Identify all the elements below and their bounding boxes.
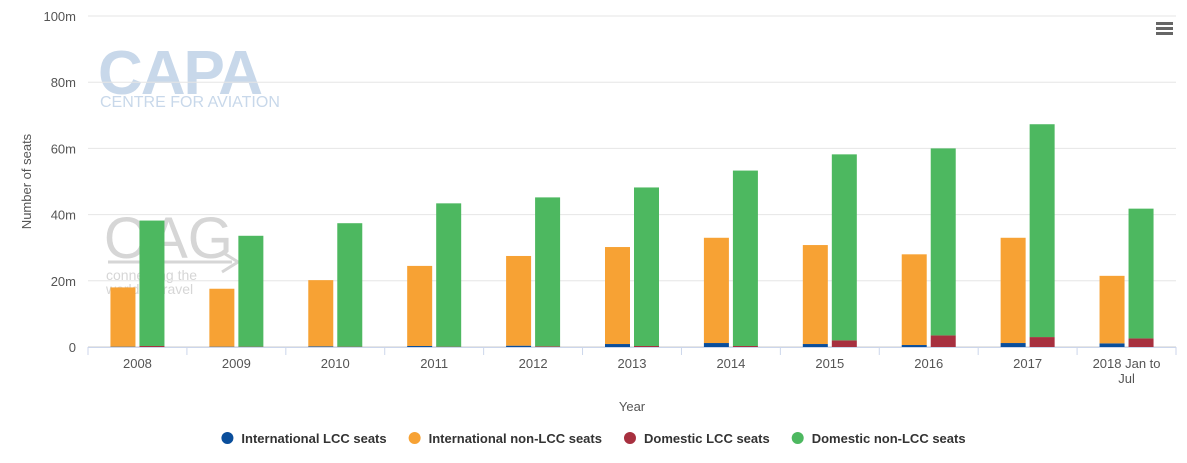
oag-logo-watermark: OAG — [104, 206, 233, 271]
bars — [110, 124, 1154, 347]
bar-domestic-lcc-seats-2016[interactable] — [930, 335, 956, 347]
bar-domestic-non-lcc-seats-2009[interactable] — [238, 235, 264, 347]
bar-international-lcc-seats-2011[interactable] — [407, 346, 433, 347]
bar-international-non-lcc-seats-2018-jan-to-jul[interactable] — [1099, 275, 1125, 344]
legend-label: Domestic LCC seats — [644, 431, 770, 446]
legend-marker — [221, 432, 234, 444]
legend: International LCC seats International non… — [221, 431, 966, 446]
y-tick-label: 100m — [43, 9, 76, 24]
legend-marker — [791, 432, 804, 444]
bar-domestic-non-lcc-seats-2012[interactable] — [535, 197, 561, 347]
bar-domestic-non-lcc-seats-2013[interactable] — [634, 187, 659, 347]
x-tick-label: Jul — [1118, 371, 1135, 386]
bar-international-non-lcc-seats-2015[interactable] — [802, 245, 828, 345]
bar-international-non-lcc-seats-2010[interactable] — [308, 280, 334, 347]
bar-domestic-non-lcc-seats-2015[interactable] — [831, 154, 857, 341]
bar-international-lcc-seats-2016[interactable] — [901, 345, 927, 347]
y-tick-label: 60m — [51, 141, 76, 156]
y-tick-label: 0 — [69, 340, 76, 355]
hamburger-menu-icon-bar-3[interactable] — [1156, 32, 1173, 35]
bar-international-lcc-seats-2013[interactable] — [605, 344, 630, 347]
legend-item-international-lcc-seats[interactable]: International LCC seats — [221, 431, 387, 446]
y-axis-title: Number of seats — [19, 133, 34, 229]
x-tick-label: 2008 — [123, 356, 152, 371]
capa-logo-watermark: CAPA — [98, 39, 262, 108]
bar-domestic-non-lcc-seats-2011[interactable] — [436, 203, 462, 347]
y-tick-label: 40m — [51, 208, 76, 223]
legend-item-domestic-lcc-seats[interactable]: Domestic LCC seats — [623, 431, 770, 446]
bar-domestic-lcc-seats-2015[interactable] — [831, 340, 857, 347]
bar-international-non-lcc-seats-2016[interactable] — [901, 254, 927, 346]
bar-domestic-lcc-seats-2008[interactable] — [139, 346, 165, 347]
x-tick-label: 2013 — [618, 356, 647, 371]
legend-label: Domestic non-LCC seats — [812, 431, 966, 446]
y-tick-label: 80m — [51, 75, 76, 90]
bar-domestic-lcc-seats-2018-jan-to-jul[interactable] — [1128, 338, 1154, 347]
bar-international-lcc-seats-2017[interactable] — [1000, 343, 1026, 347]
bar-domestic-non-lcc-seats-2017[interactable] — [1029, 124, 1055, 338]
bar-domestic-non-lcc-seats-2018-jan-to-jul[interactable] — [1128, 208, 1154, 339]
bar-domestic-lcc-seats-2014[interactable] — [732, 346, 758, 347]
legend-item-international-non-lcc-seats[interactable]: International non-LCC seats — [408, 431, 602, 446]
legend-marker — [408, 432, 421, 444]
x-tick-label: 2012 — [519, 356, 548, 371]
hamburger-menu-icon[interactable] — [1156, 22, 1173, 25]
bar-international-non-lcc-seats-2013[interactable] — [605, 247, 630, 345]
legend-marker — [623, 432, 636, 444]
chart-menu-button[interactable] — [1152, 18, 1176, 40]
bar-domestic-non-lcc-seats-2008[interactable] — [139, 220, 165, 347]
capa-subtitle-watermark: CENTRE FOR AVIATION — [100, 94, 280, 111]
bar-international-non-lcc-seats-2009[interactable] — [209, 288, 235, 347]
hamburger-menu-icon-bar-2[interactable] — [1156, 27, 1173, 30]
y-tick-label: 20m — [51, 274, 76, 289]
bar-international-lcc-seats-2018-jan-to-jul[interactable] — [1099, 343, 1125, 347]
bar-domestic-non-lcc-seats-2010[interactable] — [337, 223, 363, 347]
bar-domestic-lcc-seats-2017[interactable] — [1029, 337, 1055, 347]
bar-international-non-lcc-seats-2011[interactable] — [407, 265, 433, 347]
bar-international-non-lcc-seats-2017[interactable] — [1000, 237, 1026, 344]
bar-domestic-non-lcc-seats-2016[interactable] — [930, 148, 956, 336]
x-tick-label: 2018 Jan to — [1093, 356, 1161, 371]
x-tick-label: 2015 — [815, 356, 844, 371]
bar-domestic-non-lcc-seats-2014[interactable] — [732, 170, 758, 347]
bar-international-lcc-seats-2014[interactable] — [703, 343, 729, 347]
x-tick-label: 2010 — [321, 356, 350, 371]
bar-international-lcc-seats-2012[interactable] — [506, 345, 532, 347]
x-tick-label: 2017 — [1013, 356, 1042, 371]
bar-international-non-lcc-seats-2008[interactable] — [110, 287, 136, 347]
bar-domestic-lcc-seats-2013[interactable] — [634, 346, 659, 347]
legend-label: International LCC seats — [241, 431, 386, 446]
x-tick-label: 2016 — [914, 356, 943, 371]
x-axis-title: Year — [619, 399, 646, 414]
legend-label: International non-LCC seats — [429, 431, 602, 446]
x-tick-label: 2014 — [716, 356, 745, 371]
bar-international-non-lcc-seats-2012[interactable] — [506, 255, 532, 346]
bar-domestic-lcc-seats-2012[interactable] — [535, 346, 561, 347]
x-tick-label: 2011 — [420, 356, 448, 371]
axes: 0 20m 40m 60m 80m 100m 2008 2009 2010 2011 2012 201… — [19, 9, 1177, 414]
bar-international-lcc-seats-2015[interactable] — [802, 344, 828, 347]
legend-item-domestic-non-lcc-seats[interactable]: Domestic non-LCC seats — [791, 431, 966, 446]
bar-international-lcc-seats-2010[interactable] — [308, 346, 334, 347]
oag-arrow-watermark — [108, 250, 241, 274]
x-tick-label: 2009 — [222, 356, 251, 371]
bar-international-non-lcc-seats-2014[interactable] — [703, 237, 729, 344]
